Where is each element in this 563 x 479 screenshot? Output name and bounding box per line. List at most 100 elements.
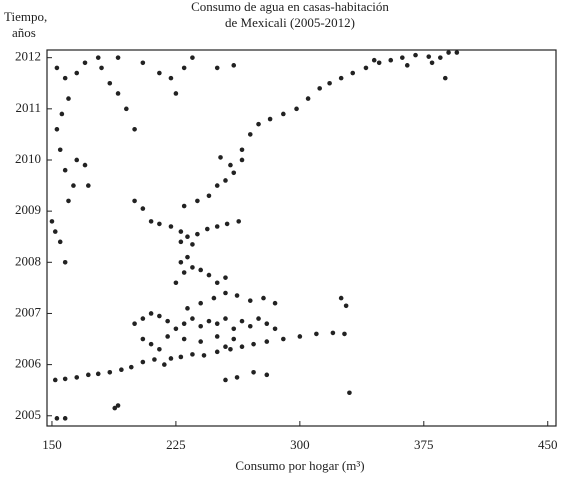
point bbox=[57, 239, 63, 245]
point bbox=[223, 178, 228, 183]
point bbox=[132, 126, 137, 132]
point bbox=[62, 259, 68, 265]
point bbox=[148, 311, 154, 316]
point bbox=[148, 341, 154, 347]
point bbox=[446, 50, 451, 55]
point bbox=[190, 242, 195, 247]
point bbox=[294, 106, 299, 112]
point bbox=[185, 254, 190, 260]
y-tick-label: 2011 bbox=[15, 100, 41, 115]
point bbox=[54, 126, 60, 132]
point bbox=[185, 306, 190, 311]
point bbox=[71, 183, 76, 188]
point bbox=[231, 63, 237, 68]
point bbox=[206, 193, 212, 199]
point bbox=[261, 295, 266, 301]
point bbox=[62, 167, 68, 173]
point bbox=[214, 321, 220, 326]
point bbox=[231, 336, 237, 342]
x-tick-label: 225 bbox=[166, 437, 186, 452]
point bbox=[239, 344, 245, 350]
point bbox=[223, 344, 228, 350]
point bbox=[363, 65, 369, 71]
point bbox=[223, 377, 228, 383]
x-tick-label: 300 bbox=[290, 437, 310, 452]
point bbox=[256, 316, 261, 321]
point bbox=[181, 65, 187, 71]
point bbox=[224, 221, 230, 227]
point bbox=[247, 323, 253, 329]
point bbox=[234, 293, 240, 298]
point bbox=[148, 219, 154, 224]
point bbox=[52, 377, 58, 383]
point bbox=[206, 318, 212, 324]
point bbox=[247, 132, 253, 137]
point bbox=[107, 369, 113, 375]
point bbox=[140, 60, 146, 66]
point bbox=[140, 336, 146, 342]
point bbox=[86, 183, 91, 188]
point bbox=[54, 416, 60, 421]
point bbox=[297, 334, 303, 339]
point bbox=[178, 354, 184, 360]
point bbox=[438, 55, 443, 60]
point bbox=[198, 300, 203, 306]
point bbox=[426, 54, 432, 59]
chart-title: Consumo de agua en casas-habitación bbox=[191, 0, 389, 14]
x-axis-label: Consumo por hogar (m³) bbox=[235, 458, 364, 473]
point bbox=[223, 290, 228, 296]
point bbox=[264, 372, 270, 378]
plot-frame bbox=[46, 49, 557, 427]
point bbox=[214, 334, 220, 339]
point bbox=[251, 369, 256, 375]
point bbox=[140, 359, 146, 365]
point bbox=[205, 226, 210, 232]
point bbox=[317, 86, 322, 91]
point bbox=[178, 229, 184, 234]
point bbox=[400, 55, 405, 60]
y-tick-label: 2007 bbox=[15, 304, 42, 319]
point bbox=[231, 326, 237, 332]
point bbox=[115, 55, 121, 60]
point bbox=[343, 303, 349, 309]
point bbox=[168, 356, 174, 361]
point bbox=[157, 221, 162, 227]
point bbox=[173, 326, 179, 332]
point bbox=[239, 318, 245, 324]
point bbox=[115, 91, 121, 96]
point bbox=[198, 323, 203, 329]
point bbox=[342, 331, 347, 337]
point bbox=[350, 70, 356, 76]
point bbox=[234, 375, 240, 380]
point bbox=[338, 75, 344, 81]
point bbox=[281, 336, 286, 342]
point bbox=[198, 339, 203, 344]
x-tick-label: 375 bbox=[414, 437, 434, 452]
point bbox=[371, 57, 377, 63]
point bbox=[74, 70, 80, 76]
point bbox=[152, 357, 157, 362]
point bbox=[181, 336, 187, 342]
point bbox=[181, 321, 187, 326]
point bbox=[347, 390, 352, 396]
point bbox=[168, 224, 174, 229]
point bbox=[218, 155, 223, 160]
point bbox=[168, 75, 174, 81]
point bbox=[338, 295, 344, 301]
y-tick-label: 2010 bbox=[15, 151, 41, 166]
point bbox=[49, 219, 55, 224]
point bbox=[272, 326, 278, 332]
chart-title: de Mexicali (2005-2012) bbox=[225, 15, 355, 30]
point bbox=[57, 147, 63, 153]
x-tick-label: 450 bbox=[538, 437, 558, 452]
point bbox=[173, 91, 179, 96]
point bbox=[256, 121, 261, 127]
point bbox=[86, 372, 91, 378]
point bbox=[413, 52, 418, 58]
y-tick-label: 2009 bbox=[15, 202, 41, 217]
point bbox=[239, 147, 245, 153]
y-tick-label: 2005 bbox=[15, 407, 41, 422]
y-tick-label: 2008 bbox=[15, 253, 41, 268]
point bbox=[404, 63, 410, 68]
